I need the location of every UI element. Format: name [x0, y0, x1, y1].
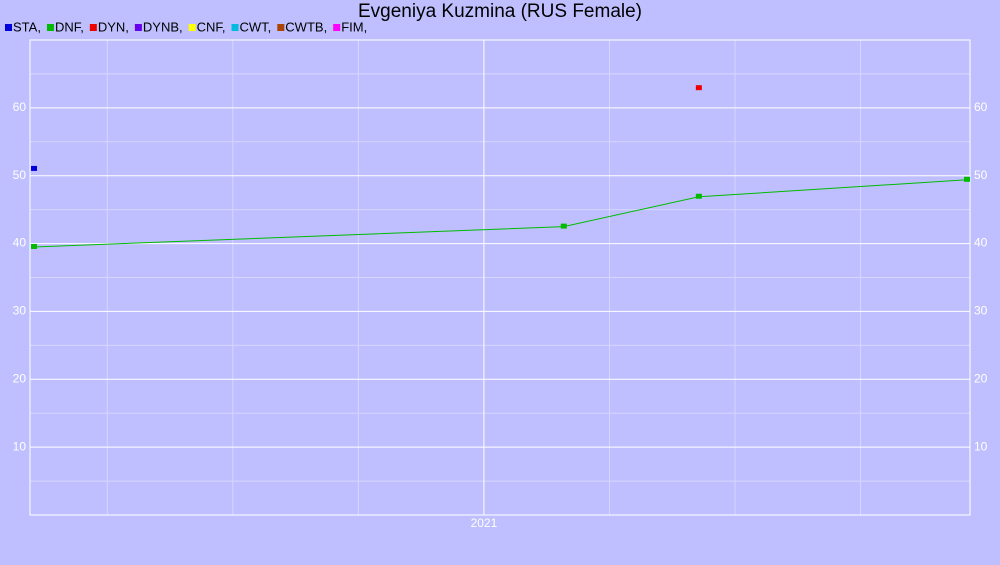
legend-label: DNF,	[55, 19, 84, 34]
legend-label: CNF,	[197, 19, 226, 34]
legend-label: CWTB,	[285, 19, 327, 34]
chart-title: Evgeniya Kuzmina (RUS Female)	[358, 1, 642, 22]
point	[695, 193, 702, 199]
y-tick-label-right: 20	[974, 371, 988, 385]
point	[695, 85, 702, 91]
legend-label: STA,	[13, 19, 41, 34]
legend-label: FIM,	[341, 19, 367, 34]
legend-label: DYNB,	[143, 19, 183, 34]
y-tick-label-right: 50	[974, 168, 988, 182]
y-tick-label: 30	[13, 304, 27, 318]
legend-swatch	[134, 24, 142, 31]
y-tick-label: 60	[13, 100, 27, 114]
point	[560, 223, 567, 229]
plot-border	[29, 39, 971, 516]
y-tick-label-right: 40	[974, 236, 988, 250]
legend-swatch	[231, 24, 239, 31]
y-tick-label-right: 10	[974, 439, 988, 453]
legend-swatch	[333, 24, 341, 31]
y-tick-label-right: 60	[974, 100, 988, 114]
y-tick-label: 10	[13, 439, 27, 453]
legend-label: DYN,	[98, 19, 129, 34]
legend-swatch	[277, 24, 285, 31]
y-tick-label: 20	[13, 371, 27, 385]
y-tick-label: 50	[13, 168, 27, 182]
legend-label: CWT,	[240, 19, 272, 34]
y-tick-label: 40	[13, 236, 27, 250]
point	[963, 176, 970, 182]
x-tick-label: 2021	[471, 516, 498, 530]
y-tick-label-right: 30	[974, 304, 988, 318]
point	[31, 165, 38, 171]
legend-swatch	[89, 24, 97, 31]
legend-swatch	[188, 24, 196, 31]
legend-swatch	[46, 24, 54, 31]
series-line	[33, 179, 968, 248]
legend-swatch	[5, 24, 12, 31]
point	[31, 243, 38, 249]
